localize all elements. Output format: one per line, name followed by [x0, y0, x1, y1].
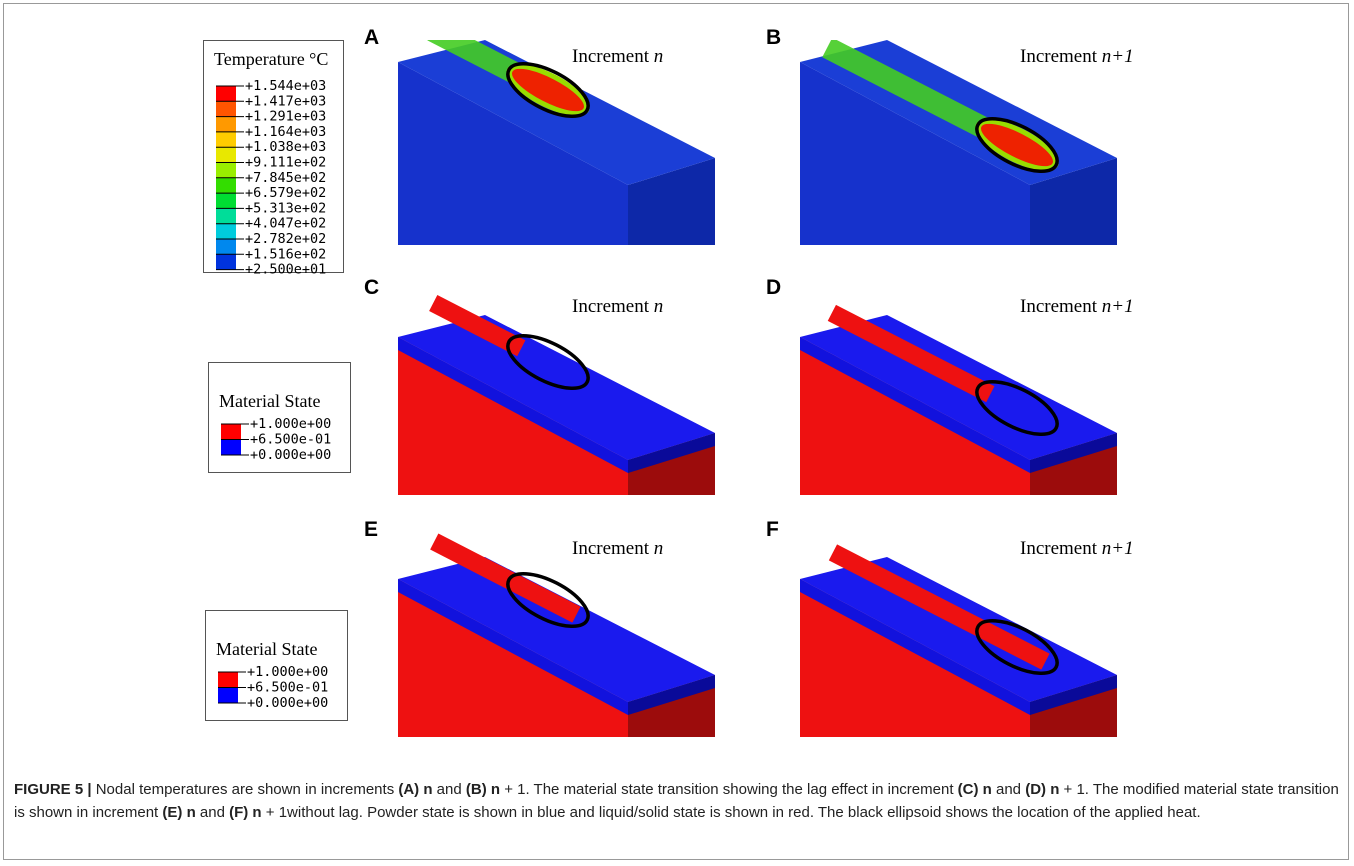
increment-variable: n+1: [1102, 538, 1134, 559]
panel-label: Increment n+1: [1020, 538, 1134, 560]
legend-swatch: [216, 147, 236, 162]
legend-swatch: [216, 178, 236, 193]
increment-word: Increment: [572, 538, 649, 559]
increment-word: Increment: [1020, 296, 1097, 317]
block-render: [370, 532, 740, 737]
panel-letter: C: [364, 276, 379, 300]
block-render: [772, 532, 1142, 737]
legend-label: +6.500e-01: [247, 680, 328, 696]
figure-caption: FIGURE 5 | Nodal temperatures are shown …: [14, 778, 1344, 824]
material-legend: Material State +1.000e+00+6.500e-01+0.00…: [205, 610, 348, 721]
legend-scale: +1.544e+03+1.417e+03+1.291e+03+1.164e+03…: [204, 41, 345, 274]
legend-swatch: [221, 440, 241, 456]
caption-ref: (D) n: [1025, 781, 1059, 798]
caption-text: + 1. The material state transition showi…: [500, 781, 958, 798]
block-render: [370, 290, 740, 495]
legend-label: +1.417e+03: [245, 93, 326, 109]
material-legend: Material State +1.000e+00+6.500e-01+0.00…: [208, 362, 351, 473]
legend-label: +1.291e+03: [245, 109, 326, 125]
legend-label: +1.000e+00: [247, 664, 328, 680]
panel-letter: A: [364, 26, 379, 50]
block-render: [772, 290, 1142, 495]
legend-swatch: [221, 424, 241, 440]
block-render: [370, 40, 740, 245]
panel-letter: F: [766, 518, 779, 542]
caption-ref: (A) n: [398, 781, 432, 798]
increment-variable: n: [654, 296, 664, 317]
legend-swatch: [216, 208, 236, 223]
legend-label: +1.038e+03: [245, 139, 326, 155]
legend-label: +2.500e+01: [245, 262, 326, 278]
increment-variable: n+1: [1102, 46, 1134, 67]
caption-text: + 1without lag. Powder state is shown in…: [262, 804, 1201, 821]
legend-scale: +1.000e+00+6.500e-01+0.000e+00: [209, 363, 352, 474]
legend-swatch: [216, 86, 236, 101]
panel-label: Increment n: [572, 538, 663, 560]
figure-panel: EIncrement n: [370, 532, 740, 737]
caption-ref: (F) n: [229, 804, 261, 821]
caption-label: FIGURE 5 |: [14, 781, 92, 798]
legend-label: +1.000e+00: [250, 416, 331, 432]
legend-swatch: [216, 254, 236, 269]
page: Temperature °C +1.544e+03+1.417e+03+1.29…: [0, 0, 1354, 866]
caption-ref: (E) n: [162, 804, 195, 821]
legend-label: +1.544e+03: [245, 78, 326, 94]
temperature-legend: Temperature °C +1.544e+03+1.417e+03+1.29…: [203, 40, 344, 273]
panel-label: Increment n+1: [1020, 46, 1134, 68]
legend-swatch: [216, 163, 236, 178]
legend-swatch: [216, 224, 236, 239]
panel-label: Increment n+1: [1020, 296, 1134, 318]
increment-word: Increment: [572, 296, 649, 317]
legend-swatch: [216, 239, 236, 254]
figure-panel: AIncrement n: [370, 40, 740, 245]
legend-label: +0.000e+00: [247, 695, 328, 711]
legend-scale: +1.000e+00+6.500e-01+0.000e+00: [206, 611, 349, 722]
legend-label: +5.313e+02: [245, 200, 326, 216]
panel-letter: D: [766, 276, 781, 300]
panel-label: Increment n: [572, 296, 663, 318]
caption-text: Nodal temperatures are shown in incremen…: [92, 781, 399, 798]
panel-letter: E: [364, 518, 378, 542]
legend-label: +6.500e-01: [250, 432, 331, 448]
legend-label: +0.000e+00: [250, 447, 331, 463]
legend-label: +6.579e+02: [245, 185, 326, 201]
legend-swatch: [218, 688, 238, 704]
panel-letter: B: [766, 26, 781, 50]
legend-label: +1.516e+02: [245, 246, 326, 262]
caption-ref: (C) n: [958, 781, 992, 798]
legend-label: +1.164e+03: [245, 124, 326, 140]
legend-label: +7.845e+02: [245, 170, 326, 186]
increment-variable: n+1: [1102, 296, 1134, 317]
increment-word: Increment: [1020, 538, 1097, 559]
panel-label: Increment n: [572, 46, 663, 68]
legend-swatch: [218, 672, 238, 688]
legend-swatch: [216, 132, 236, 147]
legend-label: +9.111e+02: [245, 155, 326, 171]
increment-word: Increment: [1020, 46, 1097, 67]
legend-swatch: [216, 101, 236, 116]
increment-variable: n: [654, 538, 664, 559]
legend-label: +4.047e+02: [245, 216, 326, 232]
legend-swatch: [216, 193, 236, 208]
caption-text: and: [992, 781, 1025, 798]
increment-variable: n: [654, 46, 664, 67]
increment-word: Increment: [572, 46, 649, 67]
caption-text: and: [196, 804, 229, 821]
legend-label: +2.782e+02: [245, 231, 326, 247]
caption-ref: (B) n: [466, 781, 500, 798]
legend-swatch: [216, 117, 236, 132]
block-render: [772, 40, 1142, 245]
caption-text: and: [433, 781, 466, 798]
